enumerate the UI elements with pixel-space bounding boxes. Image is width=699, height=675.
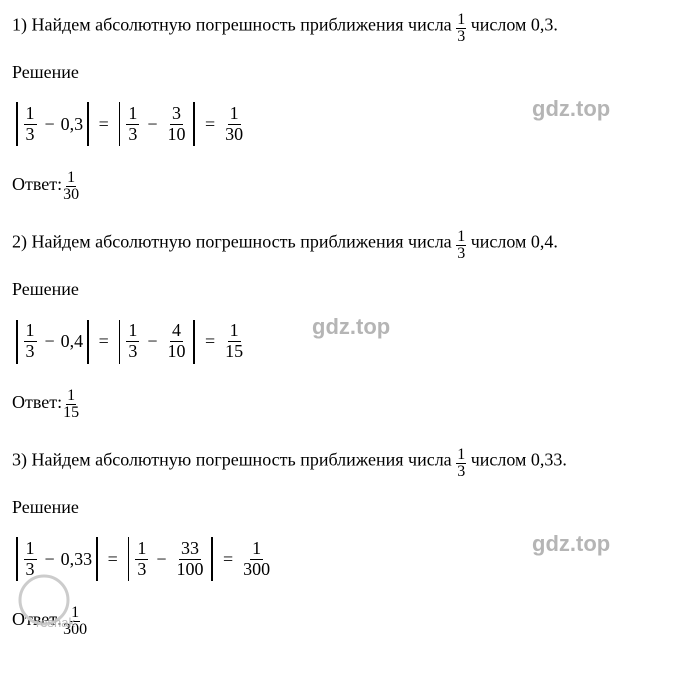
abs-group: 13 − 0,3 (12, 102, 93, 146)
equation-2: 13 − 0,4 = 13 − 410 = 115 gdz.top (12, 320, 687, 364)
equals-sign: = (205, 114, 215, 135)
problem-statement-1: 1) Найдем абсолютную погрешность приближ… (12, 10, 687, 43)
fraction: 13 (135, 539, 148, 580)
abs-group: 13 − 310 (115, 102, 199, 146)
fraction: 13 (456, 447, 466, 480)
fraction: 1300 (241, 539, 272, 580)
answer-1: Ответ: 130 (12, 168, 687, 201)
prompt-text: 3) Найдем абсолютную погрешность приближ… (12, 449, 456, 469)
fraction: 13 (24, 321, 37, 362)
equation-1: 13 − 0,3 = 13 − 310 = 130 gdz.top (12, 102, 687, 146)
watermark-text: gdz.top (532, 531, 610, 557)
fraction: 1300 (62, 605, 88, 638)
solution-label-1: Решение (12, 61, 687, 84)
equals-sign: = (223, 549, 233, 570)
decimal: 0,3 (61, 114, 84, 135)
prompt-suffix: числом 0,33. (466, 449, 567, 469)
minus-sign: − (156, 549, 166, 570)
solution-label-3: Решение (12, 496, 687, 519)
fraction: 13 (126, 321, 139, 362)
prompt-text: 1) Найдем абсолютную погрешность приближ… (12, 15, 456, 35)
page-content: 1) Найдем абсолютную погрешность приближ… (12, 10, 687, 636)
prompt-text: 2) Найдем абсолютную погрешность приближ… (12, 232, 456, 252)
answer-3: Ответ: 1300 (12, 603, 687, 636)
equals-sign: = (205, 331, 215, 352)
fraction: 13 (126, 104, 139, 145)
abs-group: 13 − 0,33 (12, 537, 102, 581)
fraction: 13 (24, 104, 37, 145)
watermark-text: gdz.top (312, 314, 390, 340)
fraction: 13 (24, 539, 37, 580)
fraction: 115 (62, 388, 80, 421)
fraction: 130 (62, 170, 80, 203)
minus-sign: − (147, 331, 157, 352)
minus-sign: − (45, 114, 55, 135)
fraction: 33100 (174, 539, 205, 580)
equals-sign: = (99, 114, 109, 135)
problem-statement-2: 2) Найдем абсолютную погрешность приближ… (12, 227, 687, 260)
prompt-suffix: числом 0,4. (466, 232, 558, 252)
fraction: 115 (223, 321, 245, 362)
minus-sign: − (45, 331, 55, 352)
equals-sign: = (108, 549, 118, 570)
fraction: 410 (165, 321, 187, 362)
fraction: 310 (165, 104, 187, 145)
answer-label: Ответ: (12, 609, 62, 630)
fraction: 13 (456, 229, 466, 262)
minus-sign: − (147, 114, 157, 135)
abs-group: 13 − 33100 (124, 537, 217, 581)
fraction: 130 (223, 104, 245, 145)
decimal: 0,4 (61, 331, 84, 352)
solution-label-2: Решение (12, 278, 687, 301)
problem-statement-3: 3) Найдем абсолютную погрешность приближ… (12, 445, 687, 478)
watermark-text: gdz.top (532, 96, 610, 122)
answer-label: Ответ: (12, 392, 62, 413)
abs-group: 13 − 0,4 (12, 320, 93, 364)
fraction: 13 (456, 12, 466, 45)
equals-sign: = (99, 331, 109, 352)
prompt-suffix: числом 0,3. (466, 15, 558, 35)
equation-3: 13 − 0,33 = 13 − 33100 = 1300 gdz.top (12, 537, 687, 581)
answer-2: Ответ: 115 (12, 386, 687, 419)
abs-group: 13 − 410 (115, 320, 199, 364)
decimal: 0,33 (61, 549, 93, 570)
minus-sign: − (45, 549, 55, 570)
answer-label: Ответ: (12, 174, 62, 195)
